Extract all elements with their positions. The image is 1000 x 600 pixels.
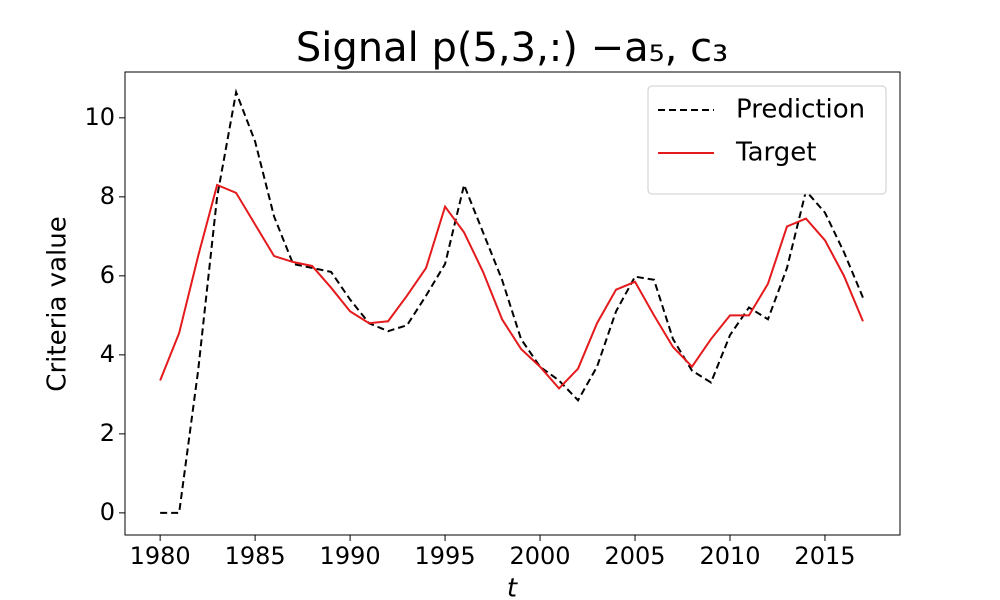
y-tick-label: 8 xyxy=(100,182,115,210)
y-tick-label: 4 xyxy=(100,340,115,368)
chart-title: Signal p(5,3,:) −a₅, c₃ xyxy=(296,25,728,71)
x-tick-label: 1990 xyxy=(320,542,381,570)
x-tick-label: 2000 xyxy=(510,542,571,570)
y-tick-label: 2 xyxy=(100,419,115,447)
plot-frame xyxy=(124,71,901,536)
line-series xyxy=(159,183,864,390)
x-tick-label: 2005 xyxy=(604,542,665,570)
x-tick-label: 2010 xyxy=(699,542,760,570)
y-tick-label: 6 xyxy=(100,261,115,289)
x-tick-label: 1995 xyxy=(415,542,476,570)
x-tick-label: 2015 xyxy=(794,542,855,570)
y-axis-label: Criteria value xyxy=(43,216,73,391)
y-tick-label: 0 xyxy=(100,498,115,526)
y-tick-label: 10 xyxy=(84,103,115,131)
x-tick-label: 1985 xyxy=(225,542,286,570)
legend-box xyxy=(647,85,887,195)
legend-label: Target xyxy=(735,138,816,168)
x-axis-label: t xyxy=(507,574,518,600)
legend-label: Prediction xyxy=(736,95,865,125)
x-tick-label: 1980 xyxy=(130,542,191,570)
